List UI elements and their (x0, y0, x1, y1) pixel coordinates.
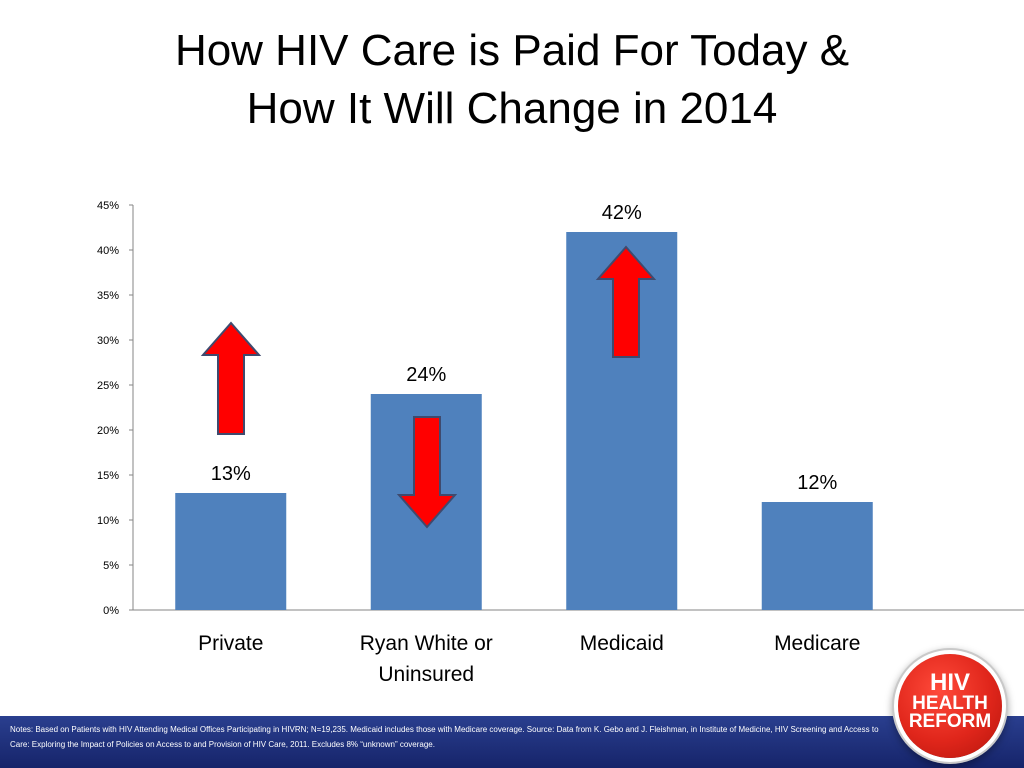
y-tick-label: 15% (97, 470, 119, 482)
y-tick-label: 40% (97, 245, 119, 257)
down-arrow-ryan-white-or-uninsured (396, 416, 458, 529)
category-label-ryan-white-or-uninsured: Ryan White or Uninsured (360, 632, 493, 686)
y-tick-label: 10% (97, 515, 119, 527)
category-label-private: Private (198, 632, 263, 655)
slide-title-line-1: How HIV Care is Paid For Today & (174, 26, 850, 75)
logo-text-health: HEALTH (912, 693, 988, 714)
logo-text-reform: REFORM (908, 711, 992, 732)
footer-bar: Notes: Based on Patients with HIV Attend… (0, 716, 1024, 768)
slide-title-line-2: How It Will Change in 2014 (246, 84, 778, 133)
category-label-medicaid: Medicaid (580, 632, 664, 655)
y-tick-label: 35% (97, 290, 119, 302)
up-arrow-private (200, 321, 262, 435)
y-tick-label: 30% (97, 335, 119, 347)
up-arrow-medicaid (595, 245, 657, 358)
y-tick-label: 0% (103, 605, 119, 617)
footer-notes: Notes: Based on Patients with HIV Attend… (10, 725, 879, 749)
category-label-medicare: Medicare (774, 632, 860, 655)
data-label-private: 13% (211, 463, 251, 485)
bar-private (175, 493, 287, 610)
bar-medicare (761, 502, 873, 610)
y-tick-label: 5% (103, 560, 119, 572)
y-tick-label: 20% (97, 425, 119, 437)
data-label-medicare: 12% (797, 472, 837, 494)
y-tick-label: 45% (97, 200, 119, 212)
bar-chart: 0% 5% 10% 15% 20% 25% 30% 35% 40% 45% 13% Private 24… (97, 200, 1024, 686)
slide-title: How HIV Care is Paid For Today & How It … (0, 22, 1024, 138)
y-tick-label: 25% (97, 380, 119, 392)
data-label-medicaid: 42% (602, 202, 642, 224)
hiv-health-reform-logo: HIV HEALTH REFORM (898, 654, 1002, 758)
logo-text-hiv: HIV (929, 669, 970, 696)
data-label-ryan-white-or-uninsured: 24% (406, 364, 446, 386)
